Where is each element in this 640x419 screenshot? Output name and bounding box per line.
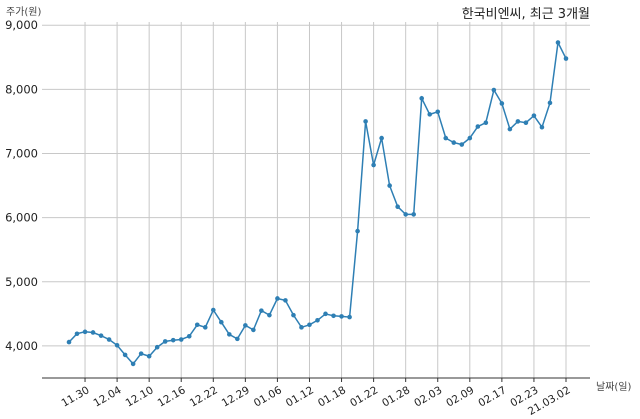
data-point (283, 298, 288, 303)
data-point (74, 331, 80, 337)
y-tick-label: 9,000 (5, 18, 38, 32)
data-point (355, 228, 360, 234)
data-point (403, 212, 408, 217)
data-point (531, 113, 537, 118)
x-tick-label: 12.29 (220, 384, 252, 409)
data-point (267, 312, 272, 318)
data-point (299, 325, 304, 330)
data-point (555, 40, 561, 45)
data-point (259, 308, 264, 313)
data-point (178, 337, 184, 342)
y-tick-label: 4,000 (5, 339, 38, 353)
data-point (291, 312, 296, 318)
data-point (331, 313, 336, 319)
data-point (387, 183, 392, 188)
data-point (82, 329, 88, 335)
data-point (339, 314, 344, 319)
data-point (122, 352, 128, 358)
y-tick-labels: 4,000 5,000 6,000 7,000 8,000 9,000 (5, 18, 38, 353)
data-point (507, 126, 513, 132)
data-point (210, 307, 216, 313)
price-series (66, 39, 569, 367)
data-point (162, 339, 168, 344)
y-tick-label: 6,000 (5, 211, 38, 225)
data-point (443, 135, 449, 141)
data-point (419, 96, 425, 101)
data-point (435, 109, 441, 115)
data-point (459, 142, 465, 147)
data-point (475, 124, 481, 129)
data-point (371, 162, 376, 168)
y-tick-label: 5,000 (5, 275, 38, 289)
data-point (130, 361, 136, 367)
x-tick-label: 02.17 (476, 384, 508, 409)
x-tick-label: 12.22 (188, 384, 220, 409)
data-point (138, 351, 144, 356)
data-point (563, 56, 569, 61)
data-point (194, 322, 200, 328)
data-point (315, 317, 320, 323)
x-tick-label: 01.22 (348, 384, 380, 409)
y-tick-label: 8,000 (5, 82, 38, 96)
data-point (379, 135, 384, 141)
x-tick-labels: 11.30 12.04 12.10 12.16 12.22 12.29 01.06 01.12… (59, 384, 572, 418)
x-tick-label: 12.16 (156, 384, 188, 410)
data-point (243, 323, 248, 328)
data-point (307, 322, 312, 328)
data-point (539, 124, 545, 130)
data-point (186, 334, 192, 339)
x-tick-label: 12.10 (124, 384, 156, 409)
data-point (90, 330, 96, 335)
data-point (515, 119, 521, 124)
data-point (427, 112, 433, 117)
data-point (202, 325, 208, 330)
x-tick-label: 02.09 (444, 384, 476, 409)
x-tick-label: 11.30 (59, 384, 91, 409)
y-axis-label: 주가(원) (6, 6, 42, 18)
chart-title: 한국비엔씨, 최근 3개월 (462, 7, 590, 22)
series-line (68, 39, 567, 366)
data-point (499, 101, 505, 106)
data-point (146, 353, 152, 359)
x-tick-label: 01.18 (316, 384, 348, 409)
x-tick-label: 12.04 (92, 384, 124, 410)
grid (42, 22, 590, 378)
data-point (98, 333, 104, 338)
data-point (106, 337, 112, 342)
data-point (251, 327, 256, 333)
data-point (235, 336, 240, 342)
x-tick-label: 02.03 (412, 384, 444, 409)
x-tick-label: 01.12 (284, 384, 316, 409)
data-point (275, 296, 280, 301)
data-point (483, 120, 489, 126)
y-tick-label: 7,000 (5, 146, 38, 160)
data-point (547, 100, 553, 106)
data-point (491, 87, 497, 93)
data-point (114, 342, 120, 348)
x-tick-label: 01.28 (380, 384, 412, 409)
data-point (395, 204, 400, 210)
data-point (227, 332, 232, 337)
axes (42, 377, 590, 382)
x-axis-label: 날짜(일) (596, 381, 632, 393)
data-point (154, 344, 160, 350)
data-point (219, 319, 224, 325)
data-point (411, 212, 416, 217)
data-point (323, 311, 328, 317)
x-tick-label: 01.06 (252, 384, 284, 410)
data-point (170, 337, 176, 343)
data-point (347, 314, 352, 320)
data-point (363, 119, 368, 124)
data-point (451, 140, 457, 145)
data-point (66, 339, 72, 345)
data-point (523, 120, 529, 126)
data-point (467, 135, 473, 141)
